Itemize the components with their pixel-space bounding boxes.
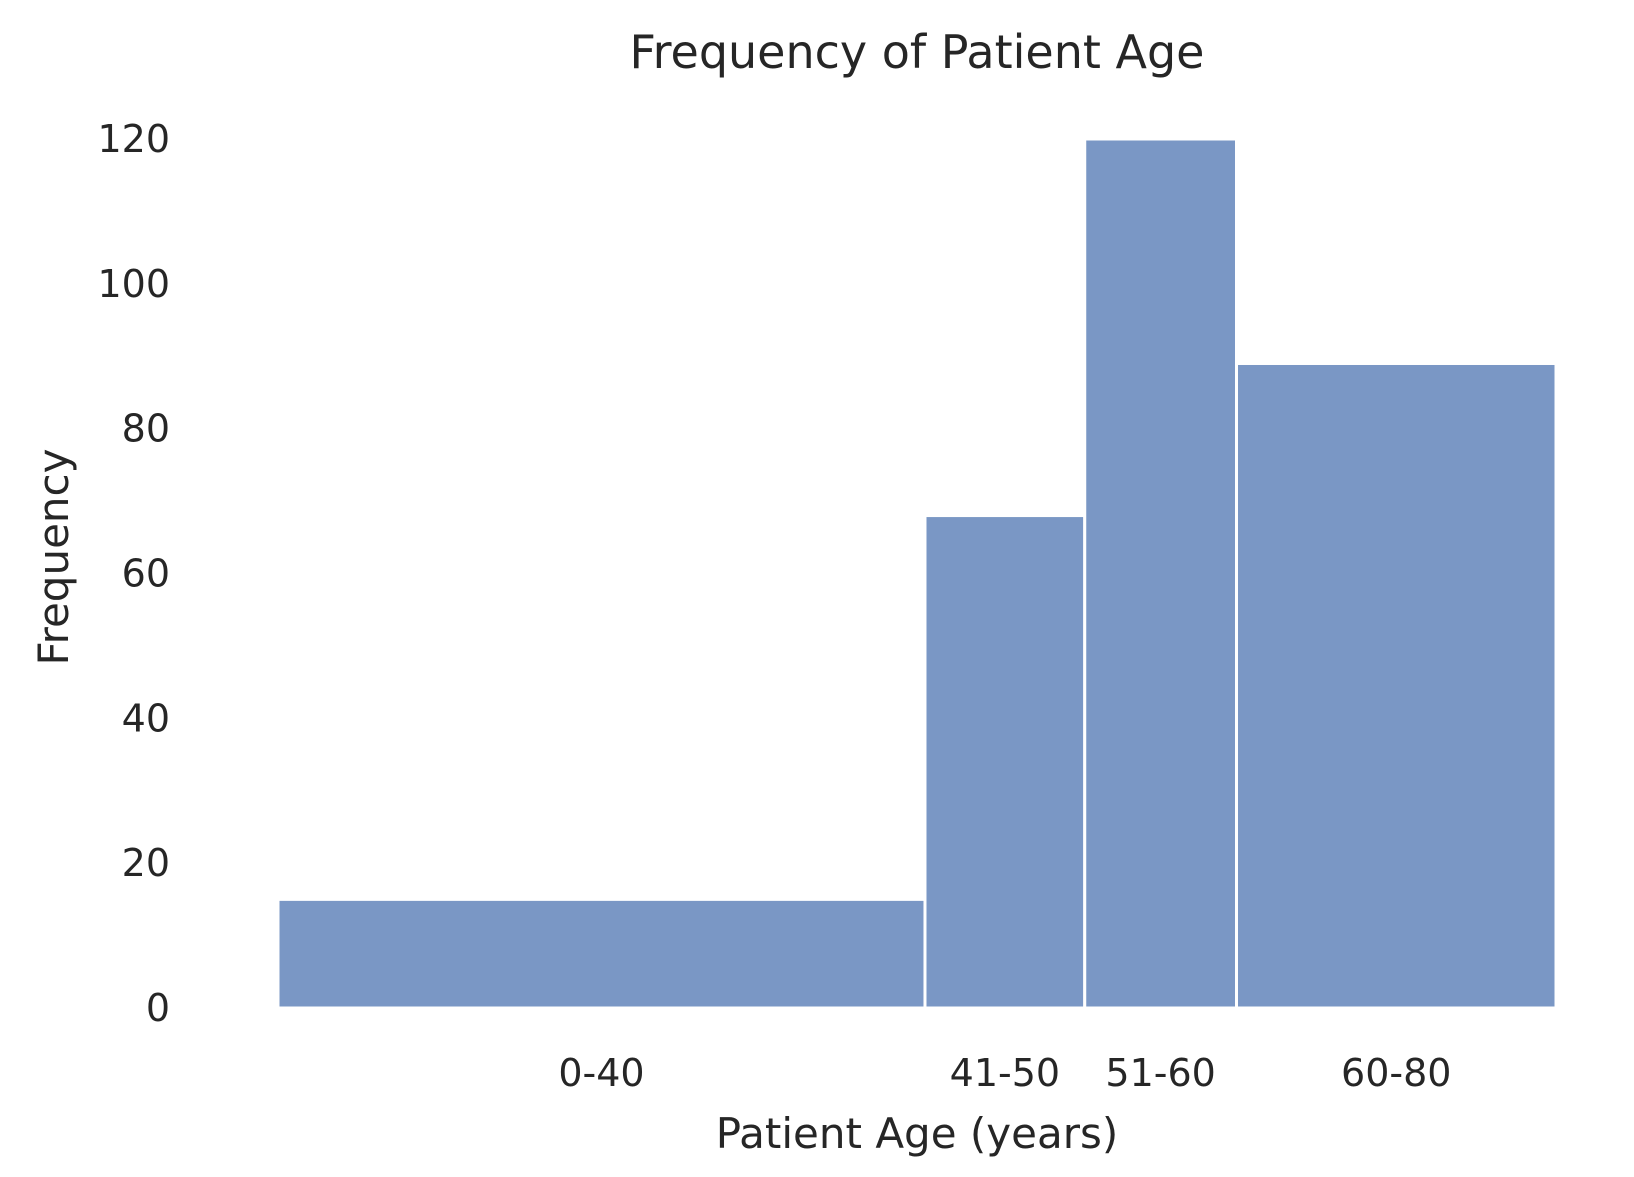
chart-title: Frequency of Patient Age (630, 25, 1205, 79)
y-tick-labels: 0 20 40 60 80 100 120 (97, 117, 170, 1030)
x-axis-label: Patient Age (years) (716, 1109, 1119, 1158)
y-tick-label: 100 (97, 262, 170, 306)
x-tick-labels: 0-40 41-50 51-60 60-80 (558, 1051, 1451, 1095)
y-tick-label: 0 (146, 986, 170, 1030)
y-tick-label: 120 (97, 117, 170, 161)
y-axis-label: Frequency (29, 449, 78, 666)
x-tick-label: 0-40 (558, 1051, 644, 1095)
bar-60-80 (1235, 361, 1558, 1010)
y-tick-label: 20 (122, 841, 170, 885)
x-tick-label: 60-80 (1341, 1051, 1451, 1095)
x-tick-label: 41-50 (950, 1051, 1060, 1095)
bars-group (276, 137, 1558, 1010)
y-tick-label: 60 (122, 552, 170, 596)
bar-0-40 (276, 897, 927, 1010)
y-tick-label: 40 (122, 696, 170, 740)
bar-51-60 (1083, 137, 1239, 1010)
y-tick-label: 80 (122, 407, 170, 451)
x-tick-label: 51-60 (1105, 1051, 1215, 1095)
bar-41-50 (923, 514, 1087, 1010)
